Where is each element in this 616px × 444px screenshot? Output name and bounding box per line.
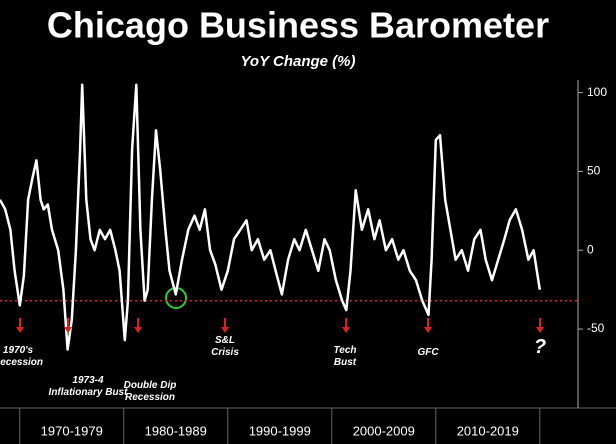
y-tick-label: 100 [587, 85, 607, 99]
y-tick-label: 50 [587, 164, 601, 178]
arrow-head [64, 327, 72, 333]
y-tick-label: -50 [587, 321, 605, 335]
annotation: 1973-4 Inflationary Bust [49, 375, 129, 398]
data-line [0, 83, 542, 351]
annotation-line: Inflationary Bust [49, 387, 129, 398]
chart-title: Chicago Business Barometer [47, 5, 549, 46]
annotation-line: Bust [334, 357, 357, 368]
annotation-line: Tech [334, 345, 357, 356]
annotation: S&L Crisis [211, 335, 239, 358]
arrow-head [16, 327, 24, 333]
annotation-line: 1970's [3, 345, 34, 356]
annotation: GFC [417, 347, 439, 358]
annotation: 1970'sRecession [0, 345, 43, 368]
annotation: Tech Bust [334, 345, 357, 368]
y-tick-label: 0 [587, 242, 594, 256]
arrow-head [221, 327, 229, 333]
annotation-line: Recession [125, 392, 175, 403]
chart-subtitle: YoY Change (%) [240, 53, 355, 70]
x-tick-label: 1970-1979 [41, 423, 103, 438]
annotation-line: Recession [0, 357, 43, 368]
annotation-line: 1973-4 [72, 375, 104, 386]
annotation-line: S&L [215, 335, 235, 346]
arrow-head [342, 327, 350, 333]
x-tick-label: 1980-1989 [145, 423, 207, 438]
arrow-head [536, 327, 544, 333]
arrow-head [424, 327, 432, 333]
annotation-line: Double Dip [124, 380, 177, 391]
x-tick-label: 1990-1999 [249, 423, 311, 438]
annotation-line: GFC [417, 347, 439, 358]
annotation-line: ? [534, 336, 546, 358]
x-tick-label: 2000-2009 [353, 423, 415, 438]
annotation: ? [534, 336, 546, 358]
arrow-head [134, 327, 142, 333]
annotation-line: Crisis [211, 347, 239, 358]
x-tick-label: 2010-2019 [457, 423, 519, 438]
annotation: Double Dip Recession [124, 380, 177, 403]
